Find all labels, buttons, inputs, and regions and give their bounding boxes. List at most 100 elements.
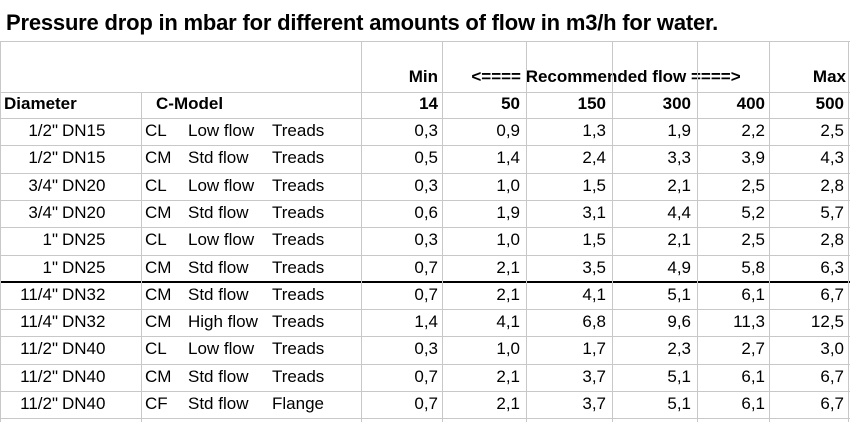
model-code: CM xyxy=(145,258,172,277)
pressure-value: 6,3 xyxy=(820,258,844,277)
pressure-value: 2,5 xyxy=(741,230,765,249)
diameter-size: 3/4" xyxy=(28,203,58,222)
model-code: CM xyxy=(145,148,172,167)
section-divider xyxy=(0,281,850,283)
pressure-value: 0,5 xyxy=(414,148,438,167)
diameter-dn: DN15 xyxy=(62,121,106,140)
diameter-dn: DN20 xyxy=(62,176,106,195)
pressure-value: 1,4 xyxy=(414,312,438,331)
diameter-size: 1" xyxy=(42,258,59,277)
pressure-value: 1,0 xyxy=(496,176,520,195)
pressure-value: 0,7 xyxy=(414,367,438,386)
diameter-size: 1" xyxy=(42,230,59,249)
row-divider xyxy=(0,336,850,337)
pressure-value: 0,9 xyxy=(496,121,520,140)
model-code: CF xyxy=(145,394,168,413)
pressure-value: 3,9 xyxy=(741,148,765,167)
diameter-size: 11/4" xyxy=(20,285,58,304)
connection-type: Treads xyxy=(272,148,325,167)
model-code: CM xyxy=(145,285,172,304)
diameter-size: 11/4" xyxy=(20,312,58,331)
connection-type: Treads xyxy=(272,258,325,277)
pressure-value: 0,7 xyxy=(414,258,438,277)
flow-header-150: 150 xyxy=(577,94,606,113)
connection-type: Treads xyxy=(272,339,325,358)
row-divider xyxy=(0,418,850,419)
row-divider xyxy=(0,200,850,201)
pressure-value: 3,7 xyxy=(582,394,606,413)
pressure-value: 0,6 xyxy=(414,203,438,222)
pressure-value: 2,1 xyxy=(496,367,520,386)
pressure-value: 3,0 xyxy=(820,339,844,358)
flow-header-50: 50 xyxy=(501,94,520,113)
pressure-value: 3,5 xyxy=(582,258,606,277)
pressure-value: 3,1 xyxy=(582,203,606,222)
table-title: Pressure drop in mbar for different amou… xyxy=(6,10,719,35)
diameter-dn: DN25 xyxy=(62,258,106,277)
connection-type: Treads xyxy=(272,230,325,249)
pressure-value: 0,3 xyxy=(414,339,438,358)
pressure-value: 1,9 xyxy=(496,203,520,222)
pressure-value: 6,1 xyxy=(741,367,765,386)
diameter-dn: DN40 xyxy=(62,394,106,413)
flow-type: Std flow xyxy=(188,203,249,222)
pressure-value: 0,3 xyxy=(414,121,438,140)
pressure-value: 4,4 xyxy=(667,203,691,222)
pressure-value: 6,8 xyxy=(582,312,606,331)
diameter-size: 11/2" xyxy=(20,367,58,386)
flow-header-500: 500 xyxy=(815,94,844,113)
pressure-value: 1,3 xyxy=(582,121,606,140)
pressure-value: 2,5 xyxy=(741,176,765,195)
model-code: CM xyxy=(145,203,172,222)
column-divider xyxy=(612,41,613,422)
flow-type: Low flow xyxy=(188,339,255,358)
pressure-value: 6,7 xyxy=(820,285,844,304)
pressure-value: 2,1 xyxy=(496,394,520,413)
model-code: CL xyxy=(145,176,167,195)
row-divider xyxy=(0,364,850,365)
max-label: Max xyxy=(812,67,846,86)
pressure-value: 5,7 xyxy=(820,203,844,222)
pressure-value: 2,3 xyxy=(667,339,691,358)
diameter-dn: DN32 xyxy=(62,285,106,304)
pressure-value: 11,3 xyxy=(733,312,765,331)
pressure-value: 2,7 xyxy=(741,339,765,358)
column-divider xyxy=(769,41,770,422)
connection-type: Treads xyxy=(272,203,325,222)
pressure-value: 1,0 xyxy=(496,230,520,249)
flow-type: Std flow xyxy=(188,285,249,304)
model-code: CM xyxy=(145,367,172,386)
pressure-value: 1,9 xyxy=(667,121,691,140)
pressure-value: 0,7 xyxy=(414,285,438,304)
pressure-value: 12,5 xyxy=(810,312,844,331)
pressure-value: 3,7 xyxy=(582,367,606,386)
pressure-value: 2,1 xyxy=(667,230,691,249)
connection-type: Treads xyxy=(272,121,325,140)
column-divider xyxy=(526,41,527,422)
pressure-value: 5,1 xyxy=(667,367,691,386)
diameter-size: 1/2" xyxy=(28,148,58,167)
flow-type: Std flow xyxy=(188,394,249,413)
diameter-dn: DN40 xyxy=(62,339,106,358)
title-divider xyxy=(0,41,850,42)
flow-header-300: 300 xyxy=(662,94,691,113)
pressure-value: 6,7 xyxy=(820,367,844,386)
pressure-value: 5,1 xyxy=(667,394,691,413)
flow-header-400: 400 xyxy=(736,94,765,113)
row-divider xyxy=(0,309,850,310)
pressure-value: 6,1 xyxy=(741,285,765,304)
row-divider xyxy=(0,227,850,228)
diameter-size: 1/2" xyxy=(28,121,58,140)
pressure-value: 4,9 xyxy=(667,258,691,277)
pressure-value: 5,1 xyxy=(667,285,691,304)
pressure-value: 5,8 xyxy=(741,258,765,277)
pressure-value: 1,4 xyxy=(496,148,520,167)
connection-type: Treads xyxy=(272,312,325,331)
pressure-value: 1,5 xyxy=(582,230,606,249)
column-divider xyxy=(697,41,698,422)
flow-type: Low flow xyxy=(188,121,255,140)
flow-type: Std flow xyxy=(188,258,249,277)
pressure-value: 2,5 xyxy=(820,121,844,140)
pressure-value: 2,4 xyxy=(582,148,606,167)
